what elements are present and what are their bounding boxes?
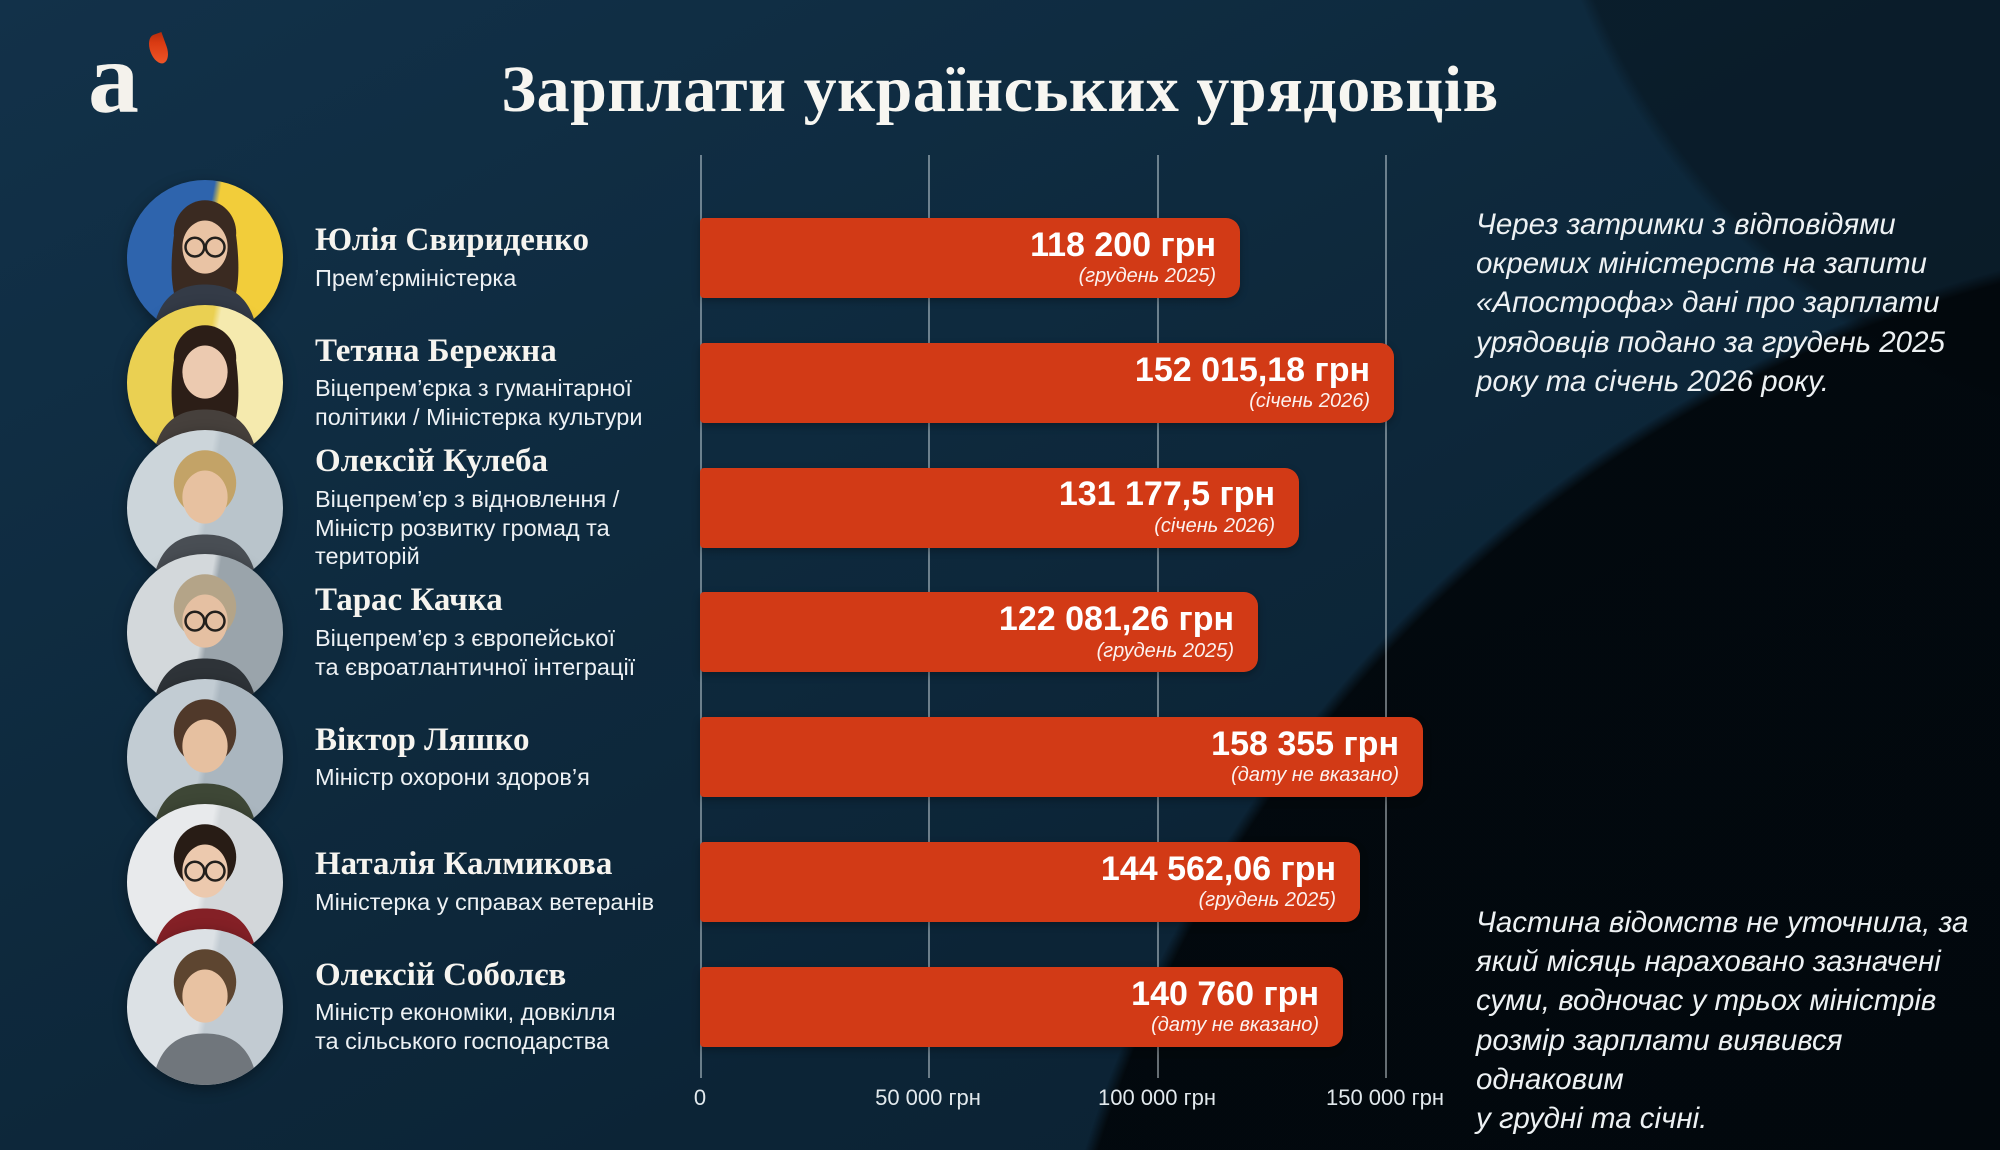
official-row: Наталія Калмикова Міністерка у справах в… (0, 803, 2000, 960)
salary-value: 118 200 грн (1030, 225, 1216, 264)
salary-bar: 144 562,06 грн (грудень 2025) (700, 841, 1360, 922)
official-position: Віцепрем’єр з європейської та євроатлант… (315, 625, 636, 680)
salary-bar: 118 200 грн (грудень 2025) (700, 217, 1240, 298)
note-top: Через затримки з відповідями окремих мін… (1476, 208, 1945, 398)
x-axis: 0 50 000 грн 100 000 грн 150 000 грн (0, 1085, 2000, 1115)
official-identity: Тарас Качка Віцепрем’єр з європейської т… (315, 570, 705, 695)
glasses-icon (184, 236, 226, 258)
salary-period: (грудень 2025) (1078, 265, 1216, 288)
official-position: Віцепрем’єрка з гуманітарної політики / … (315, 375, 643, 431)
axis-tick-label: 150 000 грн (1325, 1085, 1445, 1110)
salary-value: 122 081,26 грн (998, 600, 1234, 639)
salary-value: 131 177,5 грн (1058, 475, 1275, 514)
salary-period: (січень 2026) (1154, 514, 1275, 537)
official-row: Тетяна Бережна Віцепрем’єрка з гуманітар… (0, 304, 2000, 461)
official-name: Тарас Качка (315, 582, 503, 619)
salary-period: (дату не вказано) (1231, 764, 1399, 787)
official-identity: Наталія Калмикова Міністерка у справах в… (315, 820, 705, 945)
official-name: Наталія Калмикова (315, 846, 613, 883)
official-identity: Юлія Свириденко Прем’єрміністерка (315, 196, 705, 321)
official-identity: Тетяна Бережна Віцепрем’єрка з гуманітар… (315, 320, 705, 445)
official-position: Міністр охорони здоров’я (315, 764, 590, 791)
official-row: Тарас Качка Віцепрем’єр з європейської т… (0, 554, 2000, 711)
axis-tick-label: 50 000 грн (875, 1085, 981, 1110)
avatar (127, 928, 283, 1085)
salary-bar: 122 081,26 грн (грудень 2025) (700, 592, 1258, 673)
salary-value: 140 760 грн (1131, 974, 1319, 1013)
official-row: Юлія Свириденко Прем’єрміністерка 118 20… (0, 179, 2000, 336)
avatar (127, 304, 283, 461)
official-name: Тетяна Бережна (315, 332, 557, 369)
salary-period: (грудень 2025) (1198, 889, 1336, 912)
salary-bar: 158 355 грн (дату не вказано) (700, 717, 1423, 798)
note-bottom: Частина відомств не уточнила, за який мі… (1476, 906, 1969, 1136)
axis-tick-label: 100 000 грн (1097, 1085, 1217, 1110)
official-name: Віктор Ляшко (315, 721, 530, 758)
official-name: Олексій Соболєв (315, 956, 567, 993)
page-title: Зарплати українських урядовців (501, 53, 1499, 126)
official-position: Прем’єрміністерка (315, 264, 517, 291)
salary-period: (дату не вказано) (1151, 1013, 1319, 1036)
official-position: Віцепрем’єр з відновлення / Міністр розв… (315, 485, 620, 570)
apostrof-logo: а (88, 28, 198, 148)
glasses-icon (184, 610, 226, 633)
salary-value: 144 562,06 грн (1100, 849, 1336, 888)
official-name: Олексій Кулеба (315, 443, 549, 480)
person-silhouette-icon (152, 325, 258, 461)
salary-bar: 140 760 грн (дату не вказано) (700, 966, 1343, 1047)
person-silhouette-icon (152, 949, 258, 1085)
official-position: Міністерка у справах ветеранів (315, 888, 655, 915)
official-name: Юлія Свириденко (315, 222, 589, 259)
official-row: Олексій Соболєв Міністр економіки, довкі… (0, 928, 2000, 1085)
official-row: Віктор Ляшко Міністр охорони здоров’я 15… (0, 679, 2000, 836)
salary-period: (грудень 2025) (1096, 639, 1234, 662)
logo-letter: а (88, 22, 139, 135)
official-identity: Віктор Ляшко Міністр охорони здоров’я (315, 695, 705, 820)
official-identity: Олексій Кулеба Віцепрем’єр з відновлення… (315, 443, 705, 570)
salary-period: (січень 2026) (1249, 389, 1370, 412)
glasses-icon (184, 860, 226, 882)
salary-value: 158 355 грн (1211, 724, 1399, 763)
gridline-150000 (1385, 155, 1387, 1078)
official-identity: Олексій Соболєв Міністр економіки, довкі… (315, 944, 705, 1069)
salary-bar: 131 177,5 грн (січень 2026) (700, 467, 1299, 548)
axis-tick-label: 0 (693, 1085, 707, 1110)
salary-bar: 152 015,18 грн (січень 2026) (700, 342, 1394, 423)
official-position: Міністр економіки, довкілля та сільськог… (315, 999, 616, 1055)
official-row: Олексій Кулеба Віцепрем’єр з відновлення… (0, 429, 2000, 586)
salary-value: 152 015,18 грн (1134, 350, 1370, 389)
